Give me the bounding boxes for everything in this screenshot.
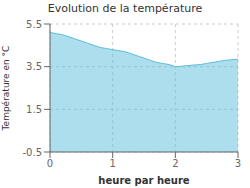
svg-text:Température en °C: Température en °C xyxy=(8,46,11,132)
svg-text:heure par heure: heure par heure xyxy=(98,175,189,186)
svg-text:1.5: 1.5 xyxy=(26,104,42,115)
svg-text:-0.5: -0.5 xyxy=(22,147,42,158)
svg-text:3.5: 3.5 xyxy=(26,61,42,72)
html-text:Evolution de la température: Evolution de la température xyxy=(47,2,203,15)
svg-text:0: 0 xyxy=(47,158,53,169)
svg-text:1: 1 xyxy=(109,158,115,169)
svg-text:3: 3 xyxy=(235,158,241,169)
svg-text:5.5: 5.5 xyxy=(26,19,42,30)
svg-text:2: 2 xyxy=(172,158,178,169)
